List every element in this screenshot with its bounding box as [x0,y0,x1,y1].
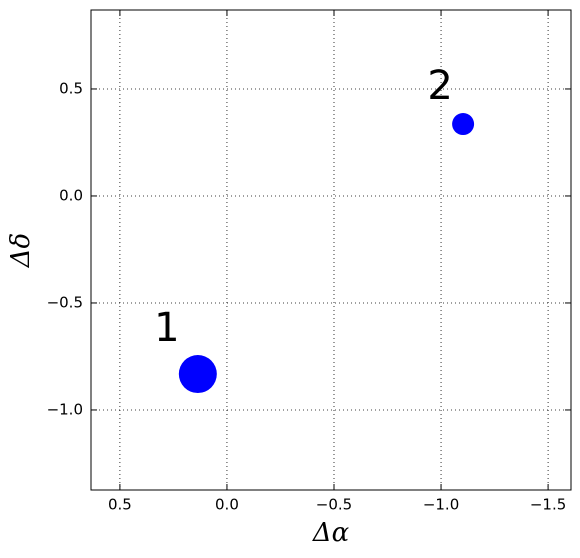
y-tick-label: −0.5 [47,293,83,311]
x-tick-label: −0.5 [316,496,352,514]
point-label: 2 [427,63,452,109]
x-axis-label: Δα [312,518,350,548]
y-tick-label: 0.5 [59,79,83,97]
x-tick-label: 0.0 [215,496,239,514]
point-label: 1 [154,305,179,351]
y-axis-label: Δδ [6,233,36,268]
x-tick-label: 0.5 [108,496,132,514]
y-tick-label: −1.0 [47,400,83,418]
y-tick-label: 0.0 [59,186,83,204]
point [452,113,475,136]
plot-frame [90,9,572,491]
point [178,355,217,394]
x-tick-label: −1.5 [530,496,566,514]
x-tick-label: −1.0 [423,496,459,514]
